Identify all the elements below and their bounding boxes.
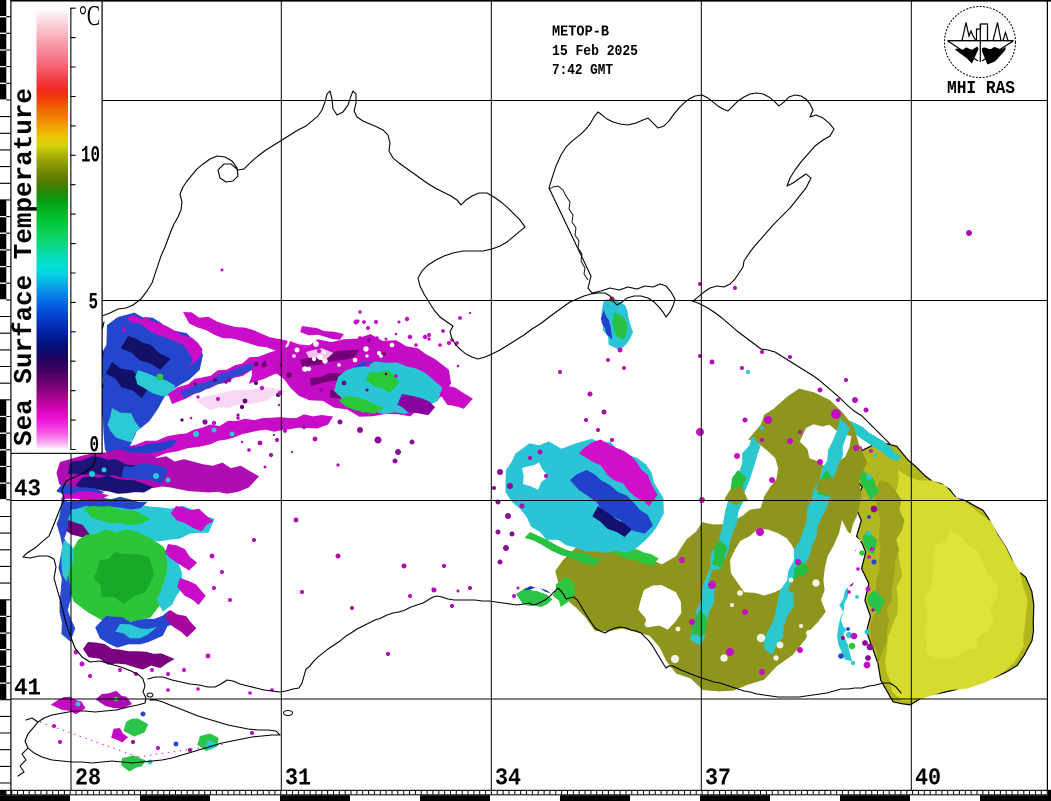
svg-text:31: 31 [285,766,311,793]
svg-text:10: 10 [81,143,100,169]
svg-text:7:42 GMT: 7:42 GMT [552,62,613,79]
svg-text:43: 43 [14,477,41,504]
svg-text:°C: °C [79,1,100,32]
svg-text:15 Feb 2025: 15 Feb 2025 [552,43,638,60]
svg-text:37: 37 [705,766,731,793]
svg-text:28: 28 [75,766,101,793]
svg-text:Sea Surface Temperature: Sea Surface Temperature [9,88,39,446]
svg-text:41: 41 [14,676,41,703]
svg-text:34: 34 [495,766,521,793]
svg-text:40: 40 [915,766,941,793]
svg-text:METOP-B: METOP-B [552,24,609,41]
svg-text:0: 0 [90,433,100,459]
svg-text:5: 5 [89,290,99,316]
svg-text:MHI RAS: MHI RAS [947,79,1015,99]
